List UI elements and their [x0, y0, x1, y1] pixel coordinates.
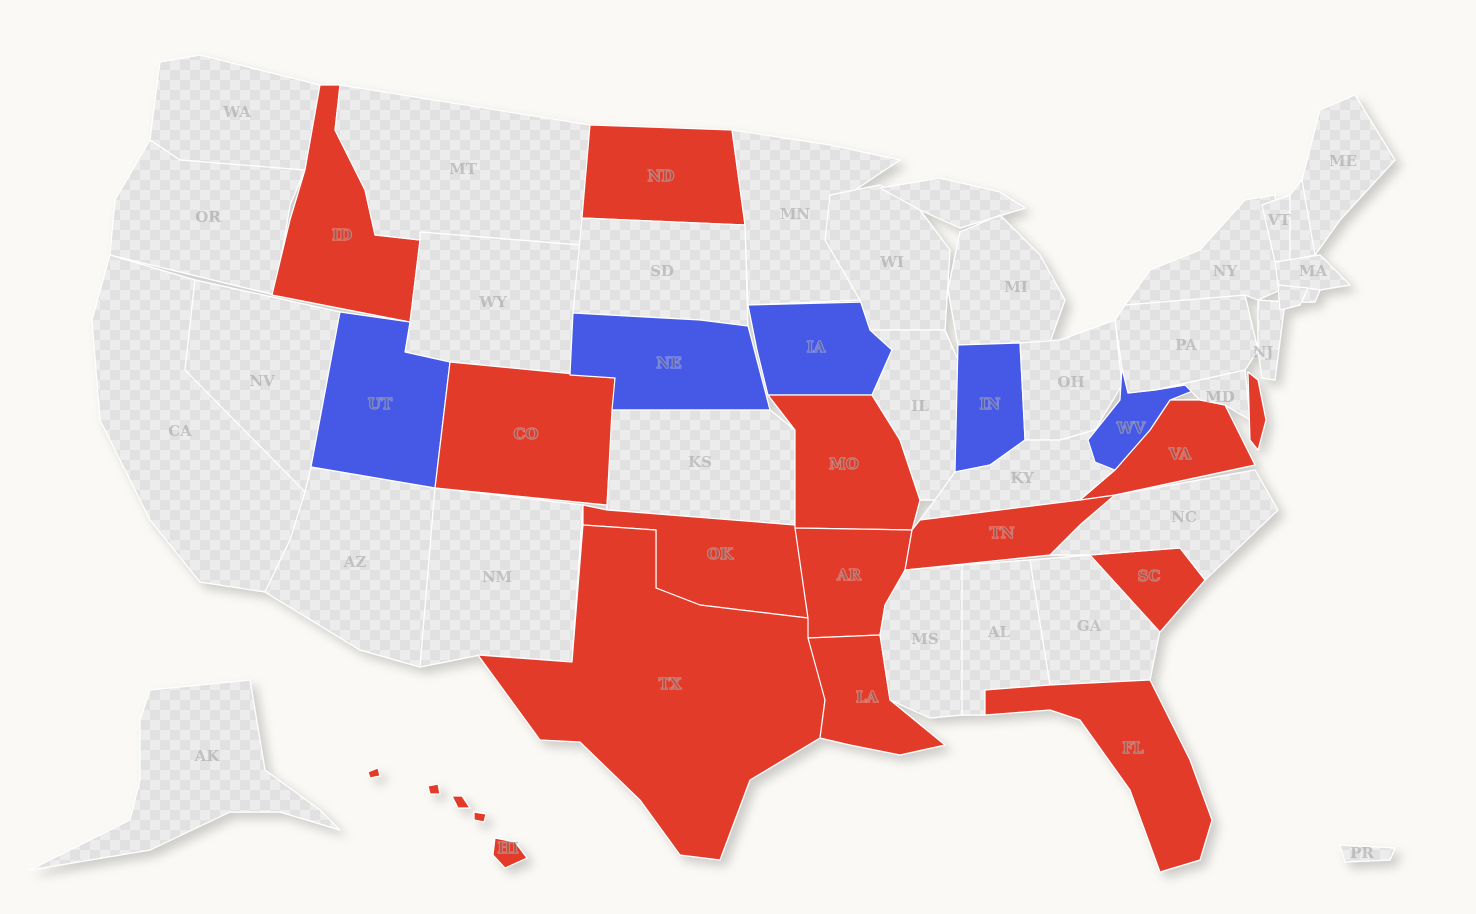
state-mi[interactable] — [879, 177, 1066, 346]
state-sd[interactable] — [572, 217, 749, 331]
state-hi[interactable] — [367, 767, 528, 869]
state-nd[interactable] — [581, 124, 746, 226]
state-ga[interactable] — [1029, 554, 1161, 686]
state-de[interactable] — [1247, 371, 1267, 451]
state-ak[interactable] — [29, 679, 341, 871]
state-fl[interactable] — [984, 679, 1213, 873]
state-ny[interactable] — [1124, 194, 1281, 306]
state-tx[interactable] — [477, 524, 826, 861]
state-nm[interactable] — [419, 487, 584, 668]
state-mt[interactable] — [334, 84, 591, 246]
state-md[interactable] — [1154, 369, 1251, 421]
state-ms[interactable] — [879, 564, 963, 719]
state-nj[interactable] — [1257, 299, 1286, 381]
state-ma[interactable] — [1274, 254, 1351, 291]
state-ct[interactable] — [1277, 284, 1309, 311]
state-pr[interactable] — [1339, 844, 1396, 863]
state-wa[interactable] — [149, 54, 321, 171]
state-wy[interactable] — [404, 231, 581, 376]
state-ri[interactable] — [1301, 287, 1321, 303]
state-me[interactable] — [1301, 94, 1396, 256]
states-layer — [29, 54, 1396, 873]
state-il[interactable] — [869, 329, 959, 501]
state-co[interactable] — [434, 361, 616, 506]
state-nc[interactable] — [1049, 469, 1279, 581]
state-ks[interactable] — [606, 409, 796, 526]
